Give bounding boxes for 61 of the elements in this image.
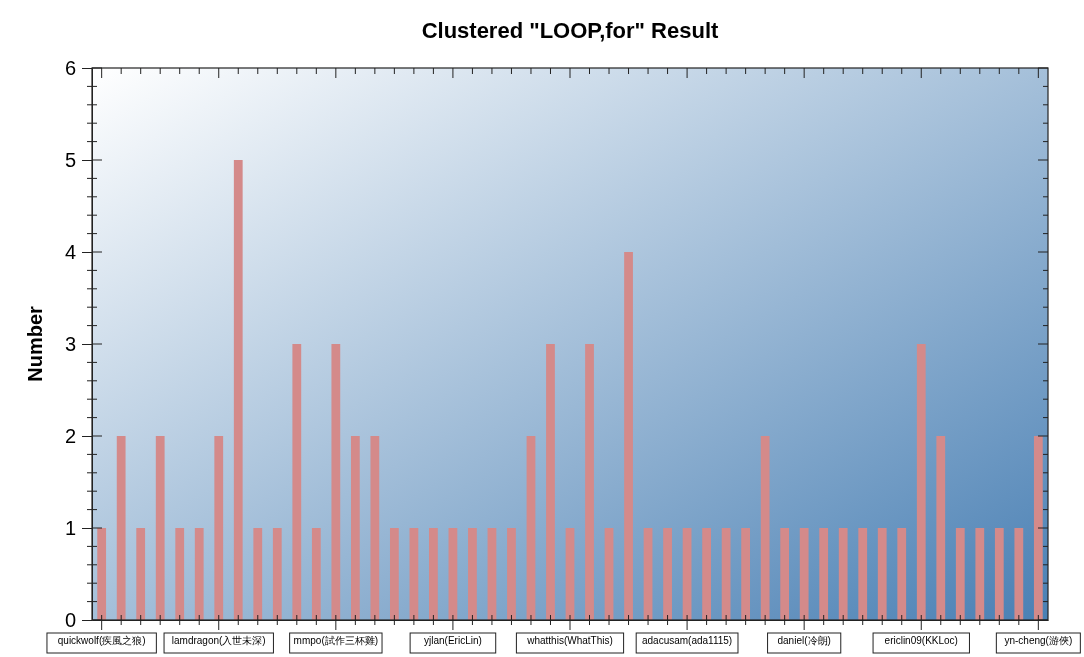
y-tick-label: 5 — [64, 148, 76, 171]
x-tick-label: mmpo(試作三杯雞) — [293, 635, 379, 647]
bar — [819, 528, 829, 620]
bar — [663, 528, 672, 620]
y-axis-title: Number — [24, 306, 46, 382]
bar — [1014, 528, 1024, 620]
bar — [994, 528, 1004, 620]
bar — [155, 436, 165, 620]
bar — [936, 436, 946, 620]
bar — [799, 528, 809, 620]
x-tick-label: lamdragon(入世未深) — [171, 635, 266, 647]
bar — [955, 528, 965, 620]
x-tick-label: daniel(冷朗) — [777, 635, 831, 647]
bar — [97, 528, 107, 620]
bar — [624, 252, 633, 620]
bar — [526, 436, 536, 620]
y-tick-label: 4 — [64, 240, 76, 263]
bar — [233, 160, 243, 620]
y-tick-label: 3 — [64, 332, 76, 355]
bar — [389, 528, 399, 620]
bar — [468, 528, 477, 620]
bar — [331, 344, 341, 620]
bar — [429, 528, 438, 620]
bar — [116, 436, 126, 620]
chart-title: Clustered "LOOP,for" Result — [421, 18, 720, 43]
y-tick-label: 1 — [64, 516, 76, 539]
x-tick-label: yjlan(EricLin) — [424, 635, 482, 647]
bar — [585, 344, 594, 620]
x-tick-label: yn-cheng(游俠) — [1004, 635, 1073, 647]
y-tick-label: 6 — [64, 56, 76, 79]
bar — [780, 528, 790, 620]
bar — [858, 528, 868, 620]
y-tick-label: 2 — [64, 424, 76, 447]
bar — [721, 528, 731, 620]
bar — [136, 528, 146, 620]
bar — [975, 528, 985, 620]
bar — [194, 528, 204, 620]
y-tick-label: 0 — [64, 608, 76, 631]
bar — [897, 528, 907, 620]
bar — [175, 528, 185, 620]
x-tick-label: quickwolf(疾風之狼) — [57, 635, 146, 647]
bar — [741, 528, 751, 620]
bar — [916, 344, 926, 620]
x-tick-label: adacusam(ada1115) — [641, 635, 733, 647]
bar — [370, 436, 380, 620]
bar — [507, 528, 516, 620]
x-tick-label: whatthis(WhatThis) — [526, 635, 613, 647]
bar — [760, 436, 770, 620]
bar — [1033, 436, 1043, 620]
bar — [350, 436, 360, 620]
bar — [272, 528, 282, 620]
bar — [253, 528, 263, 620]
bar — [877, 528, 887, 620]
bar — [311, 528, 321, 620]
bar — [546, 344, 555, 620]
bar — [702, 528, 711, 620]
bar — [292, 344, 302, 620]
x-tick-label: ericlin09(KKLoc) — [884, 635, 958, 647]
bar — [409, 528, 419, 620]
bar — [214, 436, 224, 620]
bar — [838, 528, 848, 620]
